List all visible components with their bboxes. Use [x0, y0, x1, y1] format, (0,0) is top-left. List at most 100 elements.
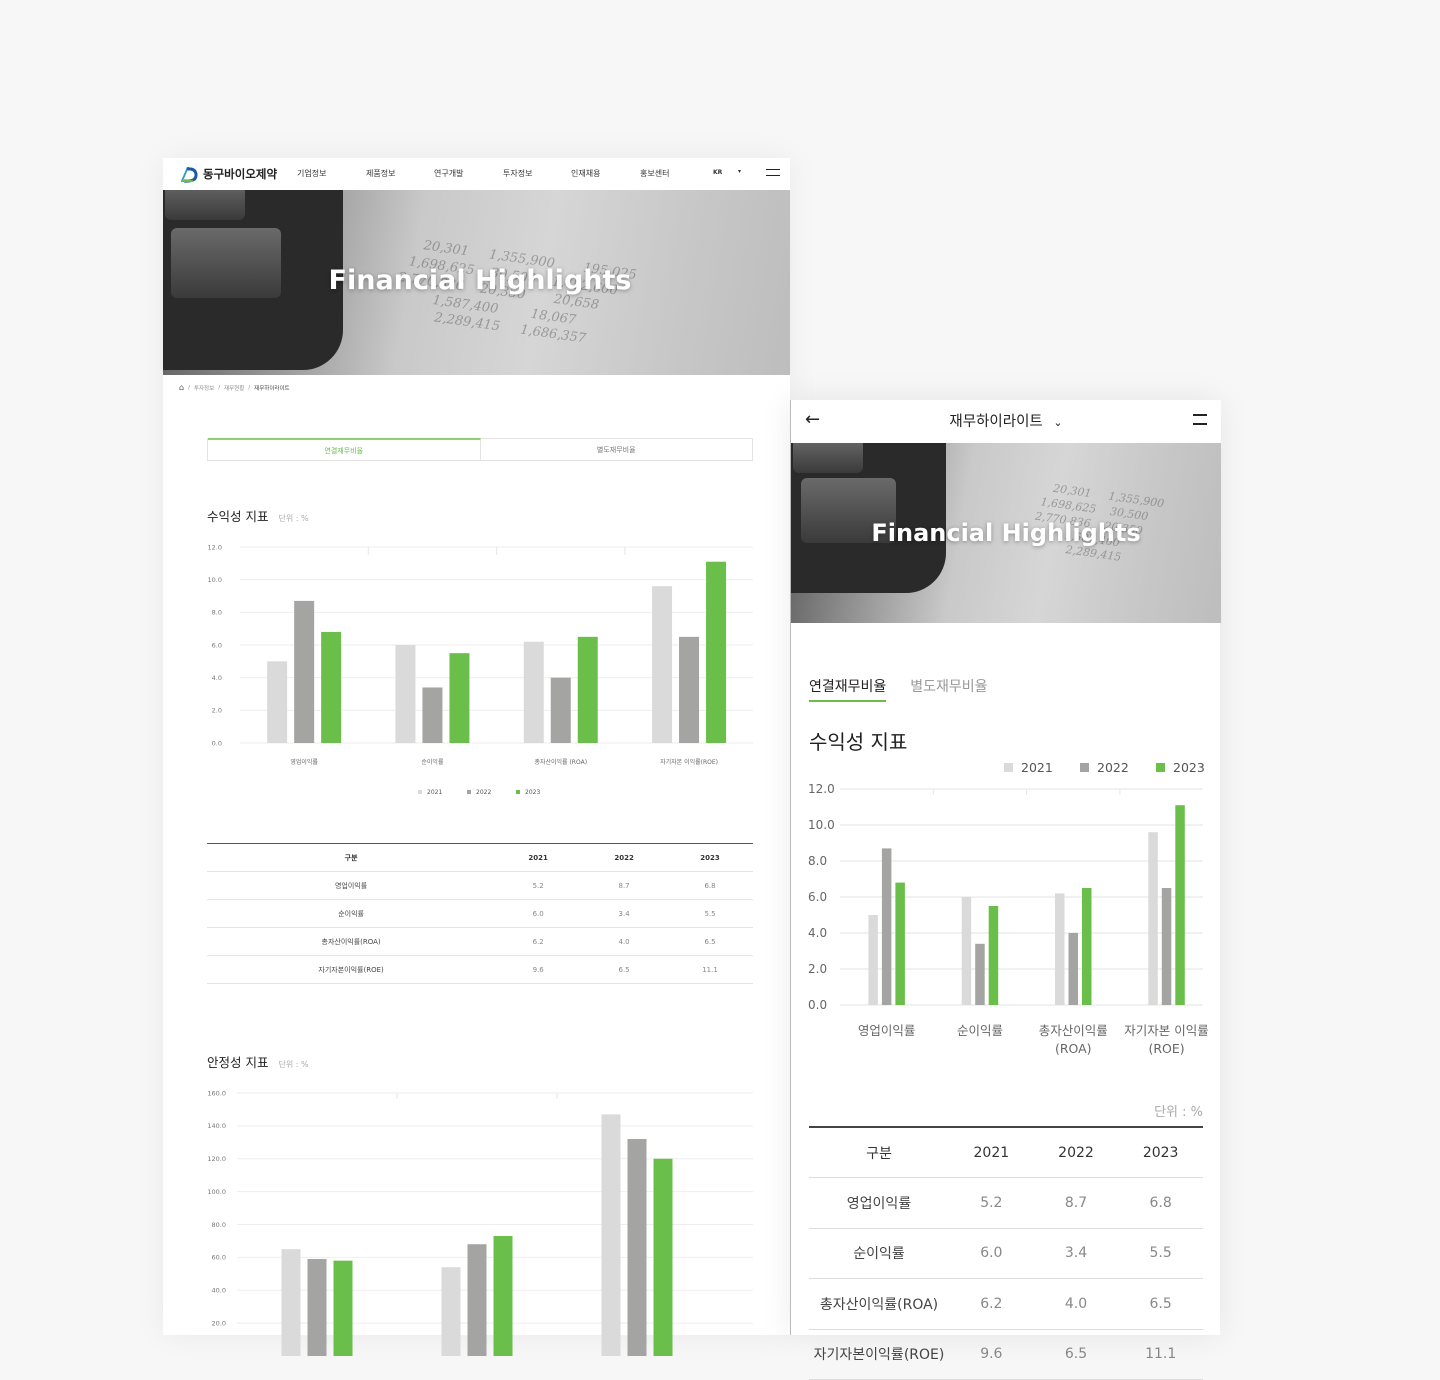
legend-label-2022: 2022 — [476, 789, 491, 796]
bar-2023 — [653, 1158, 673, 1356]
bar-2021 — [601, 1114, 621, 1356]
y-tick-label: 60.0 — [212, 1254, 226, 1262]
legend-swatch-2021 — [1004, 763, 1013, 772]
bar-2022 — [881, 848, 892, 1005]
breadcrumb: ⌂ / 투자정보 / 재무현황 / 재무하이라이트 — [179, 383, 290, 392]
header-cell: 2021 — [949, 1127, 1034, 1178]
tab-separate[interactable]: 별도재무비율 — [910, 679, 988, 695]
ratio-tabs: 연결재무비율 별도재무비율 — [207, 438, 753, 461]
x-category-label: 순이익률 — [957, 1023, 1003, 1038]
value-cell: 6.5 — [1033, 1329, 1119, 1380]
value-cell: 11.1 — [667, 955, 753, 984]
label-cell: 영업이익률 — [809, 1177, 949, 1229]
stability-heading: 안정성 지표 단위 : % — [207, 1052, 309, 1071]
breadcrumb-item[interactable]: 재무현황 — [224, 385, 245, 392]
nav-careers[interactable]: 인재채용 — [571, 169, 601, 178]
y-tick-label: 160.0 — [207, 1089, 226, 1097]
breadcrumb-item[interactable]: 투자정보 — [193, 385, 215, 392]
legend-swatch-2023 — [1156, 763, 1165, 772]
chevron-down-icon: ⌄ — [1053, 416, 1063, 429]
y-tick-label: 6.0 — [808, 890, 827, 904]
header-cell: 구분 — [207, 843, 496, 872]
home-icon[interactable]: ⌂ — [179, 383, 185, 392]
y-tick-label: 2.0 — [212, 707, 222, 715]
header-cell: 구분 — [809, 1127, 949, 1178]
profitability-chart: 0.0 2.0 4.0 6.0 8.0 10.0 12.0 영업이익률 순이익률 총자산이익률 (… — [208, 543, 753, 796]
mobile-header: ← 재무하이라이트 ⌄ — [791, 400, 1221, 443]
menu-icon[interactable] — [766, 169, 780, 176]
hero-title: Financial Highlights — [871, 519, 1141, 547]
y-tick-label: 80.0 — [212, 1221, 226, 1229]
value-cell: 6.0 — [949, 1228, 1034, 1279]
x-category-label: 자기자본 이익률(ROE) — [660, 758, 718, 766]
unit-label: 단위 : % — [278, 514, 309, 523]
back-arrow-icon[interactable]: ← — [805, 409, 821, 430]
nav-products[interactable]: 제품정보 — [366, 169, 396, 178]
table-row: 자기자본이익률(ROE) 9.6 6.5 11.1 — [809, 1329, 1203, 1380]
label-cell: 순이익률 — [207, 899, 496, 928]
table-header-row: 구분 2021 2022 2023 — [207, 843, 753, 872]
value-cell: 9.6 — [949, 1329, 1034, 1380]
value-cell: 11.1 — [1118, 1329, 1203, 1380]
calculator-key — [793, 443, 863, 473]
legend-swatch-2022 — [1080, 763, 1089, 772]
value-cell: 6.2 — [949, 1278, 1034, 1330]
header-cell: 2021 — [495, 843, 582, 872]
label-cell: 자기자본이익률(ROE) — [809, 1329, 949, 1380]
bar-2021 — [395, 645, 416, 743]
unit-label: 단위 : % — [278, 1060, 309, 1069]
legend-label-2023: 2023 — [525, 789, 540, 796]
bar-2022 — [307, 1259, 327, 1356]
section-title: 수익성 지표 — [207, 509, 269, 524]
bar-2022 — [975, 943, 985, 1005]
bar-2021 — [267, 661, 288, 743]
bar-2021 — [868, 915, 878, 1005]
table-row: 영업이익률 5.2 8.7 6.8 — [809, 1177, 1203, 1229]
y-tick-label: 20.0 — [212, 1319, 226, 1327]
bar-2021 — [523, 641, 544, 743]
y-tick-label: 120.0 — [207, 1155, 226, 1163]
bar-2023 — [1175, 805, 1185, 1005]
nav-pr[interactable]: 홍보센터 — [640, 169, 670, 178]
legend-label-2022: 2022 — [1097, 760, 1129, 775]
bar-2021 — [1055, 893, 1065, 1005]
nav-company[interactable]: 기업정보 — [297, 169, 327, 178]
stability-chart: 20.0 40.0 60.0 80.0 100.0 120.0 140.0 160.0 — [207, 1089, 753, 1356]
value-cell: 6.8 — [1118, 1177, 1203, 1229]
header-cell: 2022 — [1033, 1127, 1119, 1178]
legend-label-2021: 2021 — [1021, 760, 1053, 775]
value-cell: 8.7 — [1033, 1177, 1119, 1229]
bar-2021 — [652, 586, 673, 743]
menu-icon[interactable] — [1193, 414, 1207, 425]
language-select[interactable]: KR — [713, 169, 723, 176]
nav-investor[interactable]: 투자정보 — [503, 169, 533, 178]
bar-2022 — [627, 1139, 647, 1356]
tab-consolidated[interactable]: 연결재무비율 — [809, 676, 887, 702]
bar-2022 — [467, 1244, 487, 1356]
mobile-page: ← 재무하이라이트 ⌄ 20,301 1,355,900 1,698,625 3… — [790, 400, 1221, 1380]
bar-2023 — [577, 636, 598, 743]
bar-2022 — [1068, 933, 1078, 1005]
logo-mark-icon — [181, 167, 198, 183]
brand-logo[interactable]: 동구바이오제약 — [179, 165, 277, 183]
x-category-label: 자기자본 이익률 — [1124, 1023, 1208, 1038]
nav-rnd[interactable]: 연구개발 — [434, 169, 464, 178]
bar-2021 — [441, 1267, 461, 1356]
value-cell: 8.7 — [581, 871, 668, 900]
bar-2022 — [294, 600, 315, 743]
bar-2023 — [988, 906, 999, 1005]
chevron-down-icon[interactable]: ▾ — [738, 168, 742, 175]
y-tick-label: 4.0 — [808, 926, 827, 940]
label-cell: 총자산이익률(ROA) — [207, 927, 496, 956]
value-cell: 5.2 — [495, 871, 582, 900]
y-tick-label: 8.0 — [808, 854, 827, 868]
desktop-page: 동구바이오제약 기업정보 제품정보 연구개발 투자정보 인재채용 홍보센터 KR… — [163, 158, 790, 1335]
table-row: 총자산이익률(ROA) 6.2 4.0 6.5 — [809, 1278, 1203, 1330]
header-cell: 2022 — [581, 843, 668, 872]
calculator-key — [171, 228, 281, 298]
bar-2023 — [321, 631, 342, 743]
tab-separate[interactable]: 별도재무비율 — [480, 438, 752, 460]
tab-consolidated[interactable]: 연결재무비율 — [208, 438, 481, 460]
desktop-header: 동구바이오제약 기업정보 제품정보 연구개발 투자정보 인재채용 홍보센터 KR… — [163, 158, 790, 190]
page-title-dropdown[interactable]: 재무하이라이트 ⌄ — [791, 410, 1221, 431]
